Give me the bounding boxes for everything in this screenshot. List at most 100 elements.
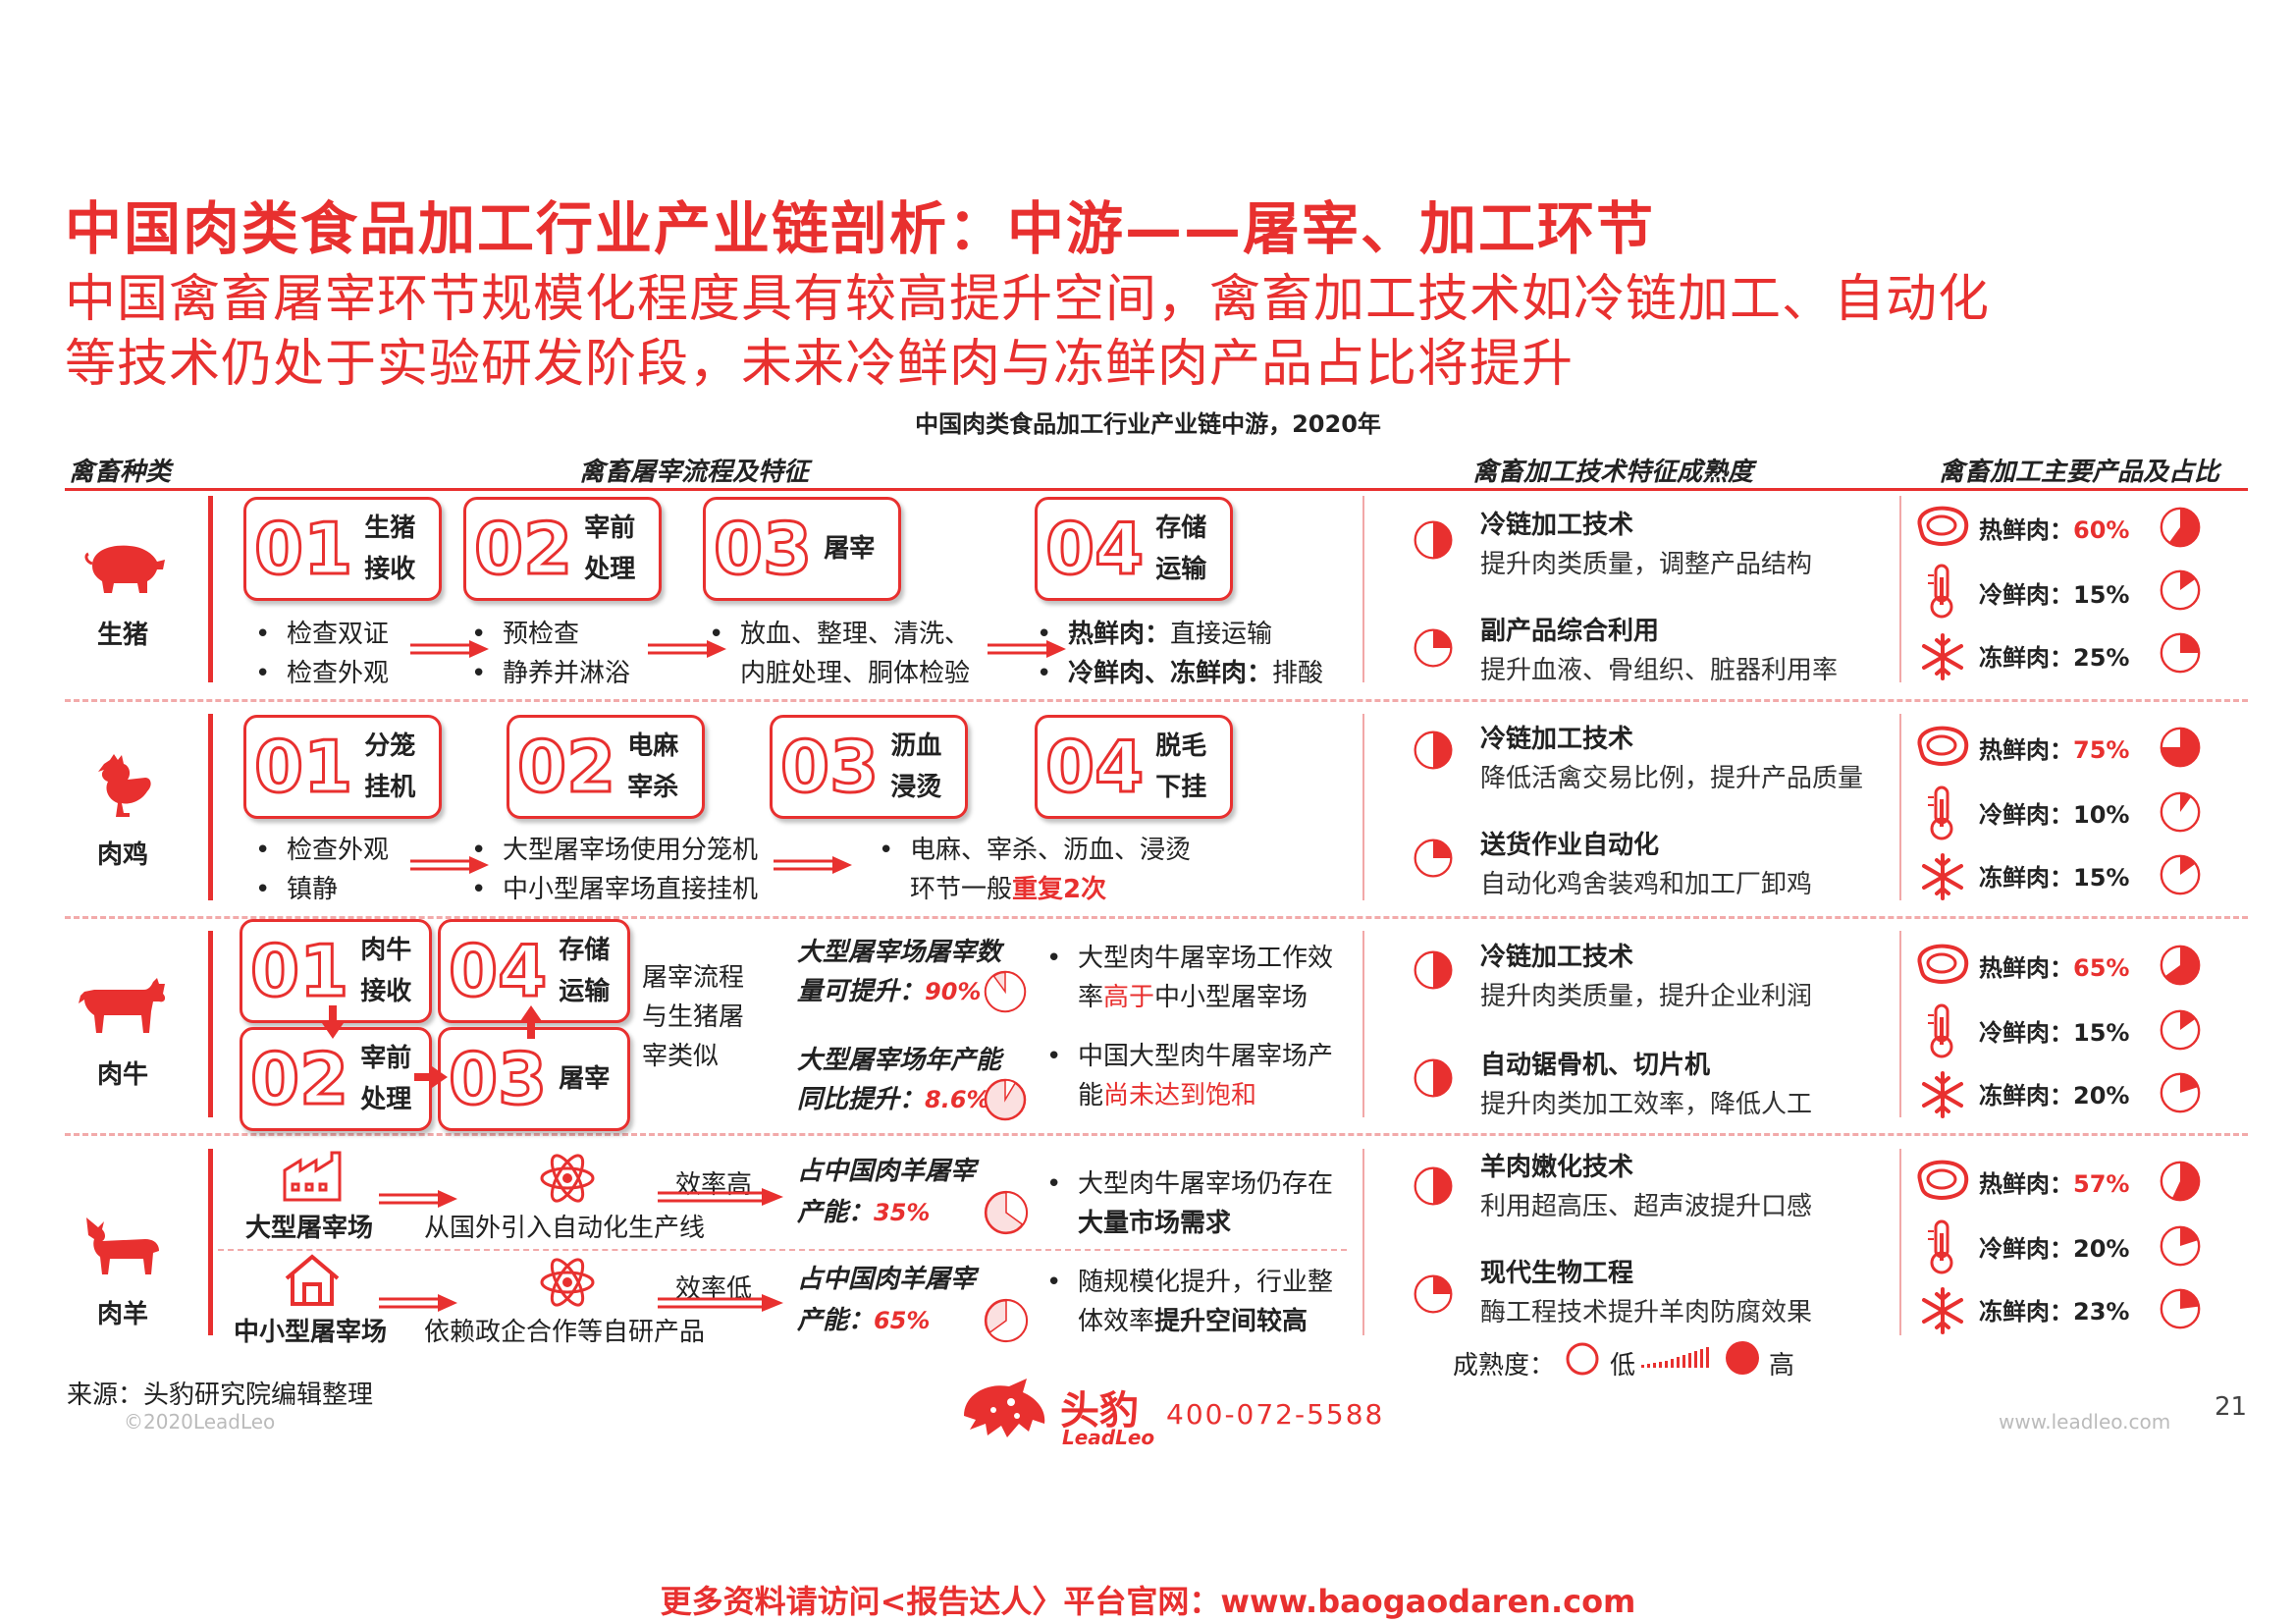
pie-slice [1433,521,1452,559]
step-number: 01 [252,726,353,808]
col-header-products: 禽畜加工主要产品及占比 [1939,458,2220,487]
share-pie [2160,791,2201,833]
cattle-point-1: • 大型肉牛屠宰场工作效 率高于中小型屠宰场 [1046,944,1334,1012]
sheep-products: 热鲜肉：57% 冷鲜肉：20% 冻鲜肉：23% [1912,1149,2236,1345]
step-label: 接收 [364,555,416,584]
sheep-stat-2: 占中国肉羊屠宰 产能：65% [797,1265,977,1335]
flow-arrow [774,856,852,874]
factory-icon [283,1151,342,1202]
product-label: 冻鲜肉：25% [1979,644,2130,672]
step-label: 运输 [1155,555,1207,584]
row-bar [208,714,213,900]
pie-chart [984,1078,1027,1121]
brand-name: 头豹 [1060,1388,1139,1434]
pie-chart [984,1298,1029,1343]
snowflake-icon [1918,852,1967,901]
legend-high: 高 [1769,1351,1795,1380]
small-slaughterhouse-desc: 依赖政企合作等自研产品 [424,1318,706,1347]
website: www.leadleo.com [1999,1410,2171,1434]
tech-title: 现代生物工程 [1480,1259,1634,1288]
share-pie [2160,569,2201,611]
pie-slice [1433,1275,1452,1294]
col-divider [1899,931,1901,1117]
promo-banner[interactable]: 更多资料请访问<报告达人〉平台官网：www.baogaodaren.com [660,1583,1636,1620]
pig-step-4: 04 存储 运输 [1035,497,1233,601]
chart-title: 中国肉类食品加工行业产业链中游，2020年 [915,410,1381,438]
cattle-point-2: • 中国大型肉牛屠宰场产 能尚未达到饱和 [1046,1042,1334,1110]
pie-slice [2168,508,2200,547]
sheep-stat-1: 占中国肉羊屠宰 产能：35% [797,1157,977,1227]
pie-slice [2180,1073,2199,1093]
pig-bullets-3: • 放血、整理、清洗、 内脏处理、胴体检验 [709,620,971,688]
chicken-step-3: 03 沥血 浸烫 [770,715,968,819]
step-number: 01 [248,930,349,1012]
step-label: 处理 [584,555,636,584]
pie-slice [2180,1289,2200,1309]
large-slaughterhouse-desc: 从国外引入自动化生产线 [424,1214,706,1243]
step-number: 02 [248,1038,349,1120]
pie-slice [1433,951,1452,989]
species-label: 肉羊 [96,1300,148,1329]
tech-desc: 自动化鸡舍装鸡和加工厂卸鸡 [1480,870,1813,899]
chicken-step-4: 04 脱毛 下挂 [1035,715,1233,819]
step-label: 宰前 [584,514,636,543]
pie-slice [2161,728,2200,767]
steak-icon [1912,1159,1971,1202]
subtitle-line-1: 中国禽畜屠宰环节规模化程度具有较高提升空间，禽畜加工技术如冷链加工、自动化 [65,270,1991,329]
sheep-point-1: • 大型肉牛屠宰场仍存在 大量市场需求 [1046,1169,1334,1238]
steak-icon [1912,943,1971,986]
cattle-step-2: 02 宰前 处理 [240,1027,432,1131]
pig-step-1: 01 生猪 接收 [243,497,442,601]
maturity-pie [1414,950,1453,990]
col-divider [1899,1149,1901,1335]
long-arrow [658,1188,783,1206]
pie-slice [2180,570,2196,590]
legend-gradient [1641,1347,1709,1368]
product-label: 冷鲜肉：15% [1979,581,2130,609]
col-divider [1362,1149,1364,1335]
header-rule [65,488,2248,491]
col-divider [1899,714,1901,900]
species-label: 生猪 [96,621,148,650]
share-pie [2160,1288,2201,1329]
product-label: 热鲜肉：65% [1979,954,2130,982]
pie-slice [1433,1059,1452,1097]
pie-slice [988,1299,1028,1342]
right-arrow [414,1066,448,1088]
sheep-point-2: • 随规模化提升，行业整 体效率提升空间较高 [1046,1268,1334,1336]
down-arrow [322,1005,344,1039]
share-pie [2160,1161,2201,1202]
steak-icon [1912,725,1971,768]
step-label: 存储 [1155,514,1207,543]
chicken-bullets-3: • 电麻、宰杀、沥血、浸烫 环节一般重复2次 [879,836,1192,904]
brand-name-en: LeadLeo [1062,1426,1155,1449]
step-label: 生猪 [364,514,416,543]
pig-bullets-2: • 预检查 • 静养并淋浴 [471,620,631,688]
species-label: 肉鸡 [96,840,148,870]
pie-slice [1005,1191,1028,1226]
thermometer-icon [1922,784,1961,842]
maturity-pie [1414,1274,1453,1314]
snowflake-icon [1918,1070,1967,1119]
product-label: 冷鲜肉：15% [1979,1019,2130,1047]
share-pie [2160,854,2201,895]
legend-low: 低 [1610,1351,1636,1380]
share-pie [2160,945,2201,986]
chicken-icon [98,754,151,817]
chicken-bullets-2: • 大型屠宰场使用分笼机 • 中小型屠宰场直接挂机 [471,836,759,904]
house-icon [285,1254,340,1306]
row-divider [65,916,2248,919]
maturity-pie [1414,1058,1453,1098]
sheep-icon [86,1218,159,1274]
tech-title: 冷链加工技术 [1480,943,1634,972]
share-pie [2160,507,2201,548]
pig-bullets-1: • 检查双证 • 检查外观 [255,620,390,688]
product-label: 冻鲜肉：23% [1979,1298,2130,1326]
step-number: 02 [472,508,573,590]
pie-slice [1433,629,1452,648]
col-divider [1362,714,1364,900]
tech-desc: 提升血液、骨组织、脏器利用率 [1480,656,1839,685]
source-note: 来源：头豹研究院编辑整理 [67,1380,374,1410]
maturity-pie [1414,1166,1453,1206]
product-label: 冻鲜肉：15% [1979,864,2130,892]
